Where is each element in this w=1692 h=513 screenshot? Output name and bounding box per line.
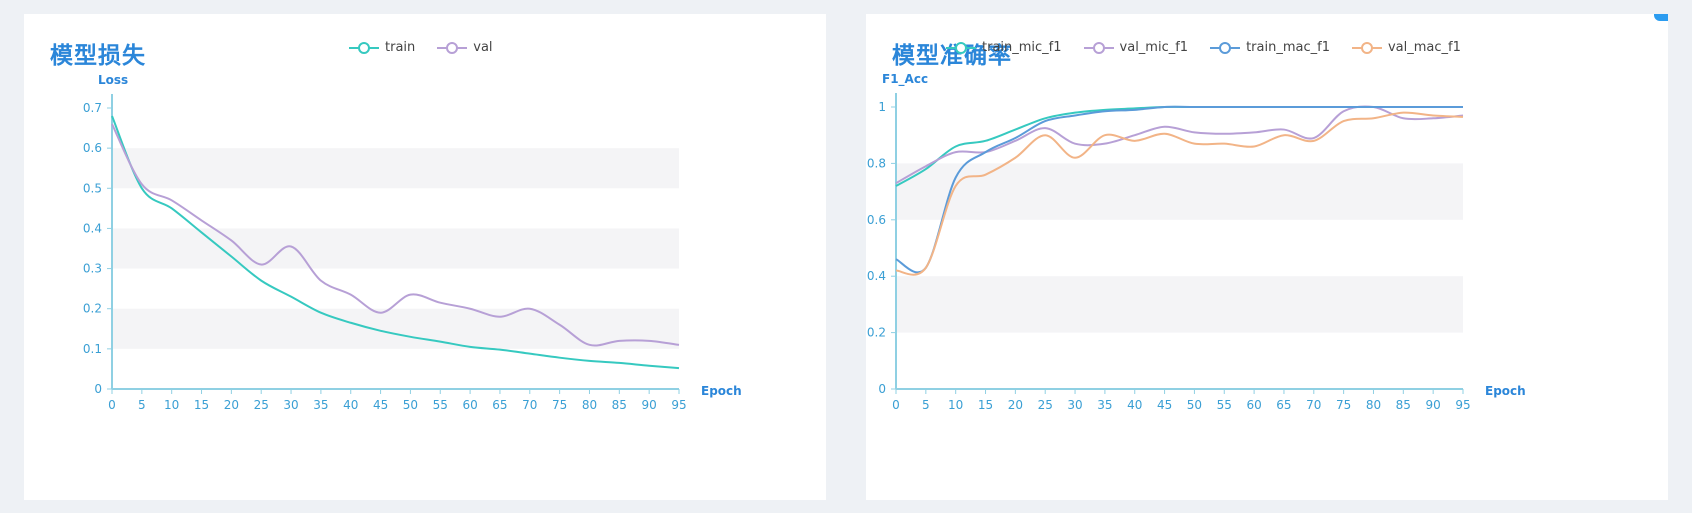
y-tick-label: 0.1 xyxy=(83,342,102,356)
x-tick-label: 75 xyxy=(1336,398,1351,412)
x-tick-label: 95 xyxy=(671,398,686,412)
legend-label: val_mac_f1 xyxy=(1387,40,1461,55)
x-tick-label: 95 xyxy=(1455,398,1470,412)
x-tick-label: 25 xyxy=(254,398,269,412)
y-tick-label: 0.3 xyxy=(83,262,102,276)
accuracy-chart-plot: 00.20.40.60.810 5 10 15 20 25 30 35 40 45 50 55 60 65… xyxy=(867,72,1526,412)
x-tick-label: 0 xyxy=(108,398,116,412)
legend-item-val-mic-f1[interactable]: val_mic_f1 xyxy=(1083,40,1189,55)
x-tick-label: 45 xyxy=(373,398,388,412)
x-tick-label: 5 xyxy=(138,398,146,412)
x-axis-label: Epoch xyxy=(1485,384,1526,398)
accuracy-chart-panel: 模型准确率 train_mic_f1 val_mic_f1 train_mac_f1… xyxy=(866,14,1668,500)
legend-swatch-icon xyxy=(1351,41,1382,54)
legend-label: val_mic_f1 xyxy=(1119,40,1189,55)
x-tick-label: 85 xyxy=(612,398,627,412)
y-tick-label: 0.4 xyxy=(83,221,102,235)
legend-item-val-mac-f1[interactable]: val_mac_f1 xyxy=(1351,40,1461,55)
legend-item-train-mac-f1[interactable]: train_mac_f1 xyxy=(1210,40,1330,55)
grid-band xyxy=(896,276,1463,333)
y-tick-label: 0.5 xyxy=(83,181,102,195)
x-tick-label: 20 xyxy=(224,398,239,412)
series-line-val xyxy=(111,123,680,347)
x-tick-label: 25 xyxy=(1038,398,1053,412)
x-tick-label: 50 xyxy=(1187,398,1202,412)
x-tick-label: 40 xyxy=(1127,398,1142,412)
y-tick-label: 1 xyxy=(878,100,886,114)
x-tick-label: 20 xyxy=(1008,398,1023,412)
x-tick-label: 80 xyxy=(582,398,597,412)
y-tick-label: 0 xyxy=(94,382,102,396)
legend-label: val xyxy=(473,40,493,55)
series-line-val-mac-f1 xyxy=(895,111,1464,276)
loss-chart-title: 模型损失 xyxy=(50,43,146,69)
x-tick-label: 70 xyxy=(522,398,537,412)
legend-swatch-icon xyxy=(1083,41,1114,54)
loss-chart-panel: 模型损失 train val 0 0.1 0.2 0.3 0.4 0.5 0.6 0.7 0 5 10… xyxy=(24,14,826,500)
x-tick-label: 35 xyxy=(1097,398,1112,412)
x-tick-label: 70 xyxy=(1306,398,1321,412)
series-line-train xyxy=(111,115,680,370)
y-tick-label: 0.7 xyxy=(83,101,102,115)
accuracy-chart-legend: train_mic_f1 val_mic_f1 train_mac_f1 val_ma… xyxy=(946,40,1461,55)
x-tick-label: 80 xyxy=(1366,398,1381,412)
x-tick-label: 15 xyxy=(978,398,993,412)
x-tick-label: 60 xyxy=(462,398,477,412)
x-tick-label: 65 xyxy=(492,398,507,412)
y-tick-label: 0.6 xyxy=(83,141,102,155)
x-tick-label: 90 xyxy=(642,398,657,412)
x-axis-label: Epoch xyxy=(701,384,742,398)
x-tick-label: 60 xyxy=(1246,398,1261,412)
x-tick-label: 30 xyxy=(283,398,298,412)
corner-accent xyxy=(1654,14,1668,21)
x-tick-label: 30 xyxy=(1067,398,1082,412)
series-line-train-mac-f1 xyxy=(895,105,1463,274)
grid-band xyxy=(896,163,1463,220)
y-tick-label: 0.6 xyxy=(867,213,886,227)
x-tick-label: 15 xyxy=(194,398,209,412)
loss-chart-legend: train val xyxy=(349,40,493,55)
y-tick-label: 0 xyxy=(878,382,886,396)
y-axis-label: F1_Acc xyxy=(882,72,928,87)
y-tick-label: 0.4 xyxy=(867,269,886,283)
x-tick-label: 75 xyxy=(552,398,567,412)
grid-band xyxy=(112,228,679,269)
x-tick-label: 40 xyxy=(343,398,358,412)
y-axis-label: Loss xyxy=(98,73,128,87)
legend-item-train-mic-f1[interactable]: train_mic_f1 xyxy=(946,40,1062,55)
x-tick-label: 10 xyxy=(164,398,179,412)
legend-item-train[interactable]: train xyxy=(349,40,415,55)
x-tick-label: 85 xyxy=(1396,398,1411,412)
x-tick-label: 35 xyxy=(313,398,328,412)
legend-swatch-icon xyxy=(437,41,468,54)
x-tick-label: 10 xyxy=(948,398,963,412)
y-tick-label: 0.8 xyxy=(867,156,886,170)
x-tick-label: 45 xyxy=(1157,398,1172,412)
x-tick-label: 0 xyxy=(892,398,900,412)
legend-label: train_mac_f1 xyxy=(1246,40,1330,55)
legend-label: train xyxy=(385,40,416,55)
x-tick-label: 90 xyxy=(1426,398,1441,412)
x-tick-label: 5 xyxy=(922,398,930,412)
x-tick-label: 65 xyxy=(1276,398,1291,412)
legend-item-val[interactable]: val xyxy=(437,40,493,55)
x-tick-label: 50 xyxy=(403,398,418,412)
x-tick-label: 55 xyxy=(433,398,448,412)
legend-swatch-icon xyxy=(1210,41,1241,54)
legend-swatch-icon xyxy=(349,41,379,54)
grid-band xyxy=(112,308,679,349)
y-tick-label: 0.2 xyxy=(83,302,102,316)
legend-label: train_mic_f1 xyxy=(982,40,1062,55)
grid-band xyxy=(112,148,679,189)
loss-chart-plot: 0 0.1 0.2 0.3 0.4 0.5 0.6 0.7 0 5 10 15 20 25 30 35 40 45… xyxy=(83,73,742,412)
x-tick-label: 55 xyxy=(1217,398,1232,412)
y-tick-label: 0.2 xyxy=(867,326,886,340)
legend-swatch-icon xyxy=(946,41,976,54)
